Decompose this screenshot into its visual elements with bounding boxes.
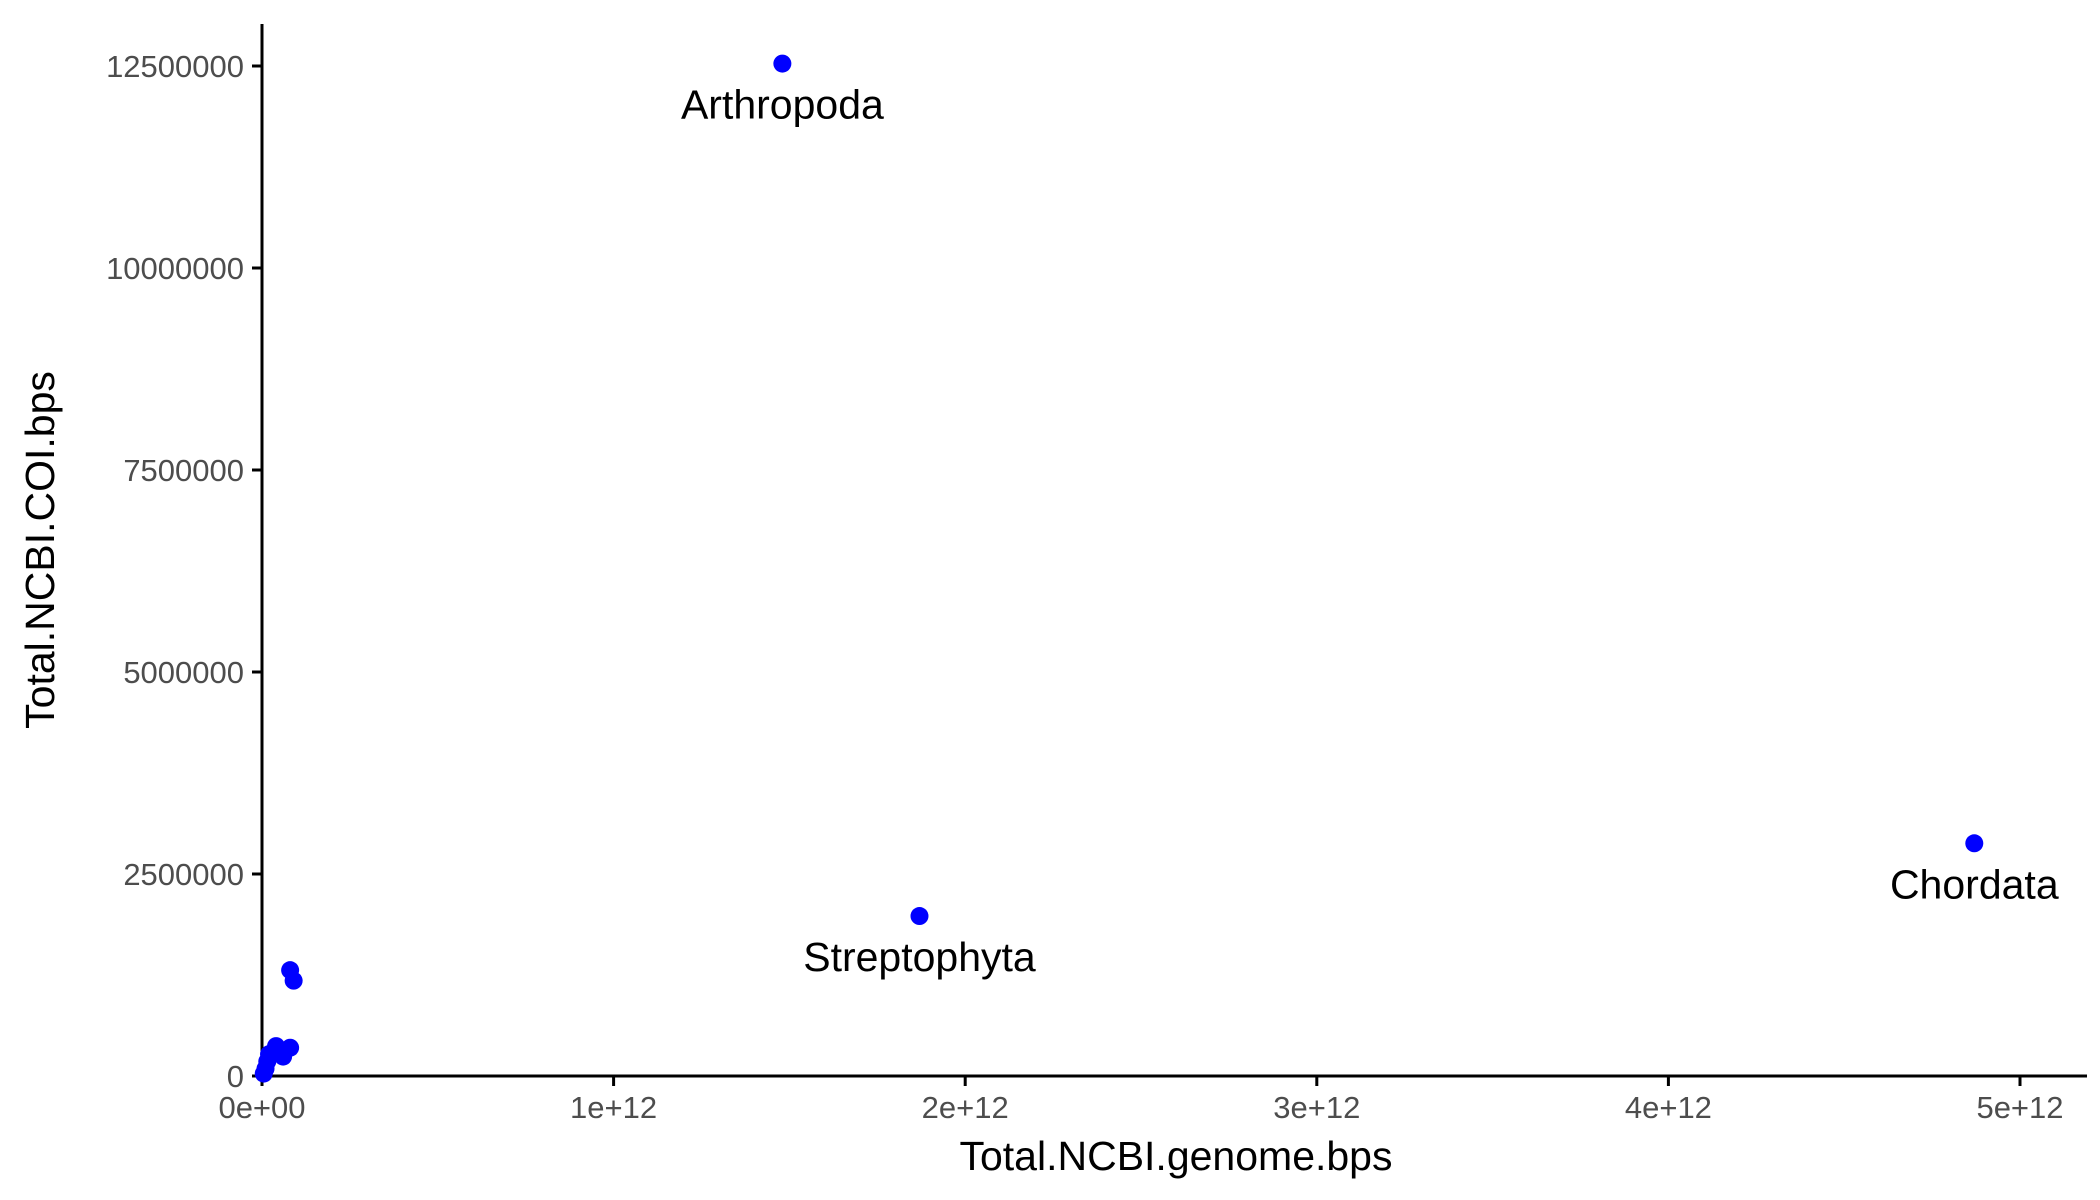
data-point-label: Arthropoda bbox=[681, 82, 884, 128]
y-tick-label: 12500000 bbox=[106, 49, 244, 84]
y-tick-label: 0 bbox=[227, 1059, 244, 1094]
data-points bbox=[254, 54, 1984, 1083]
x-tick-label: 3e+12 bbox=[1273, 1090, 1360, 1125]
data-point bbox=[773, 54, 792, 73]
x-tick-label: 0e+00 bbox=[218, 1090, 305, 1125]
data-point bbox=[284, 971, 303, 990]
x-axis-title: Total.NCBI.genome.bps bbox=[959, 1133, 1392, 1179]
x-tick-label: 5e+12 bbox=[1976, 1090, 2063, 1125]
y-axis-ticks: 0 2500000 5000000 7500000 10000000 12500000 bbox=[106, 49, 262, 1094]
data-point-label: Chordata bbox=[1890, 861, 2059, 907]
y-tick-label: 2500000 bbox=[123, 857, 244, 892]
data-point-label: Streptophyta bbox=[803, 934, 1036, 980]
y-tick-label: 7500000 bbox=[123, 453, 244, 488]
data-point bbox=[274, 1047, 293, 1066]
x-tick-label: 2e+12 bbox=[922, 1090, 1009, 1125]
y-tick-label: 10000000 bbox=[106, 251, 244, 286]
y-axis-title: Total.NCBI.COI.bps bbox=[17, 371, 63, 729]
x-tick-label: 4e+12 bbox=[1625, 1090, 1712, 1125]
x-tick-label: 1e+12 bbox=[570, 1090, 657, 1125]
y-tick-label: 5000000 bbox=[123, 655, 244, 690]
data-point bbox=[910, 907, 929, 926]
data-point bbox=[1965, 834, 1984, 853]
x-axis-ticks: 0e+00 1e+12 2e+12 3e+12 4e+12 5e+12 bbox=[218, 1076, 2064, 1125]
data-point bbox=[254, 1064, 273, 1083]
data-point-labels: Arthropoda Streptophyta Chordata bbox=[681, 82, 2059, 980]
